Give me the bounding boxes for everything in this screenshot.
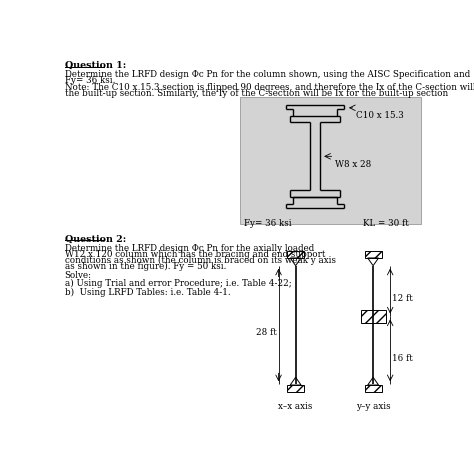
Bar xyxy=(287,251,304,258)
Polygon shape xyxy=(368,377,379,385)
Text: W12 x 120 column which has the bracing and end support: W12 x 120 column which has the bracing a… xyxy=(64,249,325,258)
Text: 16 ft: 16 ft xyxy=(392,353,413,362)
Text: the built-up section. Similarly, the Iy of the C-section will be Ix for the buil: the built-up section. Similarly, the Iy … xyxy=(64,88,448,98)
Bar xyxy=(287,385,304,392)
Text: Question 2:: Question 2: xyxy=(64,235,126,244)
Polygon shape xyxy=(290,258,301,266)
Text: b)  Using LRFD Tables: i.e. Table 4-1.: b) Using LRFD Tables: i.e. Table 4-1. xyxy=(64,287,230,296)
Text: as shown in the figure). Fy = 50 ksi.: as shown in the figure). Fy = 50 ksi. xyxy=(64,262,226,270)
Text: W8 x 28: W8 x 28 xyxy=(335,160,372,169)
Bar xyxy=(361,311,385,323)
Text: C10 x 15.3: C10 x 15.3 xyxy=(356,111,404,120)
Text: Note: The C10 x 15.3 section is flipped 90 degrees, and therefore the Ix of the : Note: The C10 x 15.3 section is flipped … xyxy=(64,82,474,91)
Text: KL = 30 ft: KL = 30 ft xyxy=(363,219,409,227)
Bar xyxy=(365,251,382,258)
Text: conditions as shown (the column is braced on its weak y axis: conditions as shown (the column is brace… xyxy=(64,255,336,264)
Text: Fy= 36 ksi: Fy= 36 ksi xyxy=(244,219,292,227)
Text: Determine the LRFD design Φc Pn for the axially loaded: Determine the LRFD design Φc Pn for the … xyxy=(64,243,314,252)
Text: y–y axis: y–y axis xyxy=(356,401,391,410)
Text: x–x axis: x–x axis xyxy=(278,401,313,410)
Text: Solve:: Solve: xyxy=(64,270,92,279)
Text: Determine the LRFD design Φc Pn for the column shown, using the AISC Specificati: Determine the LRFD design Φc Pn for the … xyxy=(64,69,470,78)
Bar xyxy=(365,385,382,392)
Text: 28 ft: 28 ft xyxy=(255,327,276,337)
Text: a) Using Trial and error Procedure; i.e. Table 4-22;: a) Using Trial and error Procedure; i.e.… xyxy=(64,278,292,288)
Polygon shape xyxy=(290,377,301,385)
Text: Fy= 36 ksi.: Fy= 36 ksi. xyxy=(64,75,115,85)
Text: Question 1:: Question 1: xyxy=(64,61,126,70)
Bar xyxy=(240,98,421,225)
Polygon shape xyxy=(368,258,379,266)
Text: 12 ft: 12 ft xyxy=(392,294,413,303)
